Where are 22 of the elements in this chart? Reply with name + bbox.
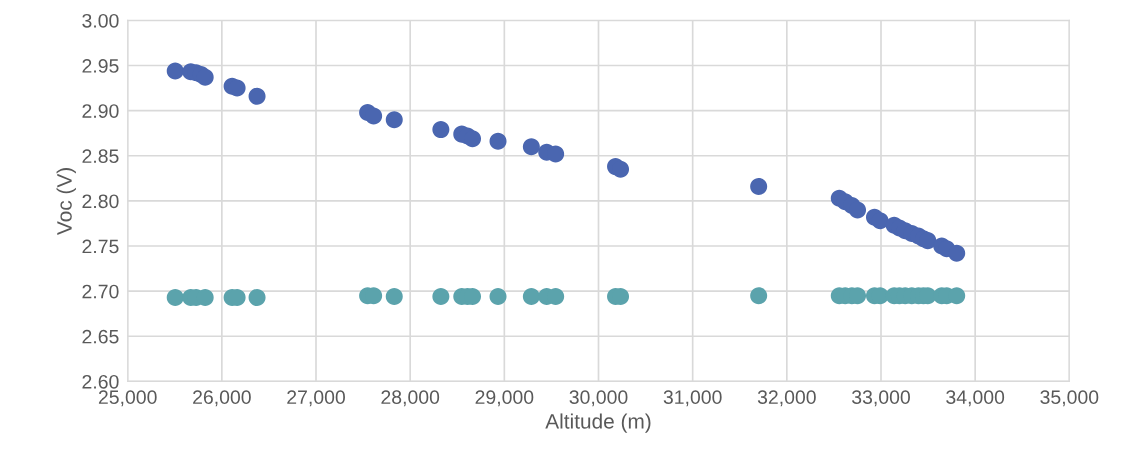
y-tick-label: 2.80 (82, 194, 119, 209)
x-tick-label: 29,000 (475, 390, 534, 407)
x-tick-label: 34,000 (946, 390, 1005, 407)
y-tick-label: 2.75 (82, 239, 119, 254)
x-tick-label: 31,000 (663, 390, 722, 407)
y-tick-label: 2.65 (82, 329, 119, 344)
x-tick-label: 28,000 (381, 390, 440, 407)
x-tick-label: 25,000 (98, 390, 157, 407)
x-axis-title: Altitude (m) (545, 413, 651, 433)
y-tick-label: 2.70 (82, 284, 119, 299)
x-tick-label: 27,000 (287, 390, 345, 407)
x-tick-label: 30,000 (569, 390, 628, 407)
y-tick-label: 2.90 (82, 104, 119, 118)
x-tick-label: 33,000 (852, 390, 910, 407)
y-tick-label: 2.60 (82, 374, 119, 389)
x-tick-label: 32,000 (757, 390, 816, 407)
y-axis-title: Voc (V) (56, 168, 76, 235)
y-tick-label: 2.85 (82, 149, 119, 164)
x-tick-label: 26,000 (193, 390, 251, 407)
x-tick-label: 35,000 (1040, 390, 1099, 407)
y-tick-label: 2.95 (82, 59, 119, 73)
y-tick-label: 3.00 (82, 13, 119, 28)
